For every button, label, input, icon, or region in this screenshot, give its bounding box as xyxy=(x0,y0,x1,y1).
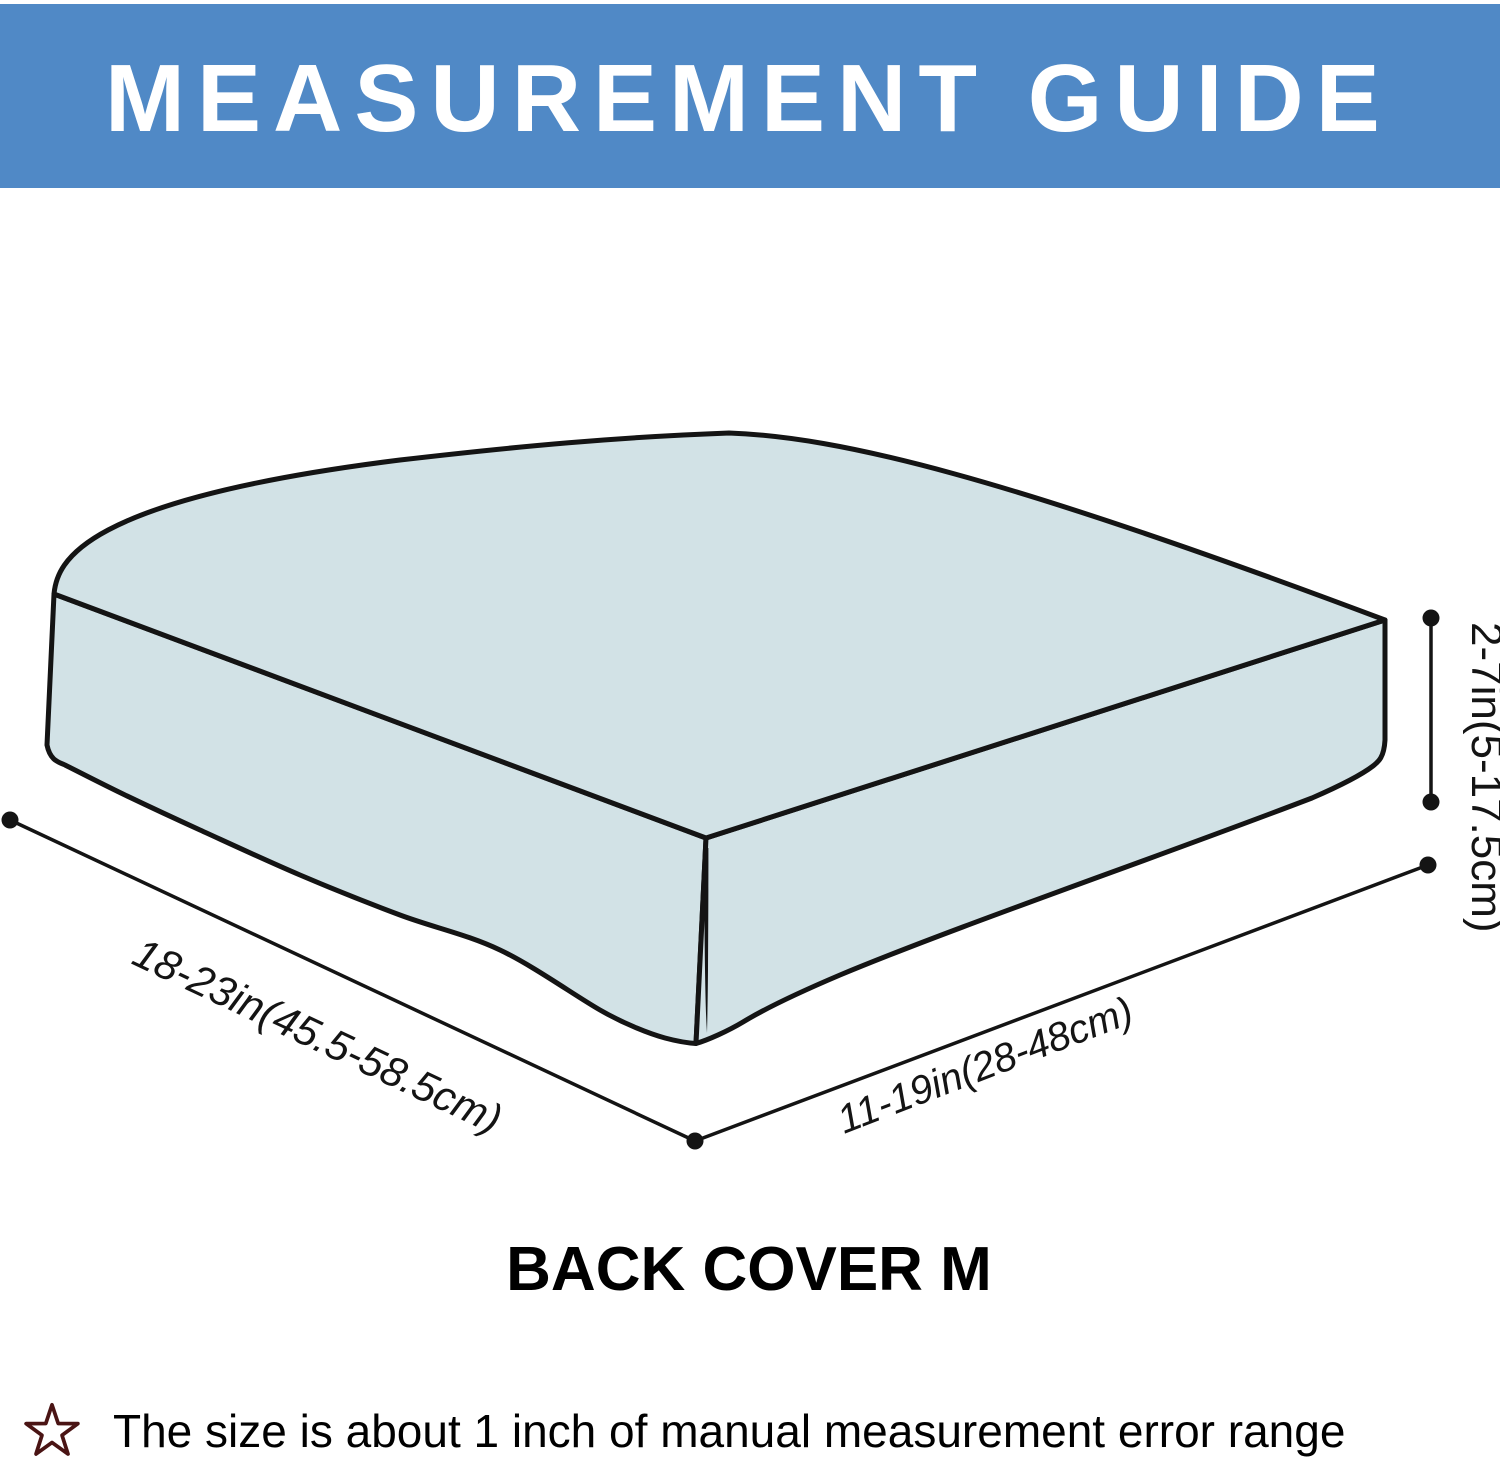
svg-text:18-23in(45.5-58.5cm): 18-23in(45.5-58.5cm) xyxy=(126,929,509,1143)
svg-text:BACK COVER M: BACK COVER M xyxy=(506,1235,992,1304)
svg-text:The size is about 1 inch of ma: The size is about 1 inch of manual measu… xyxy=(113,1405,1345,1457)
svg-text:11-19in(28-48cm): 11-19in(28-48cm) xyxy=(831,989,1139,1143)
svg-text:2-7in(5-17.5cm): 2-7in(5-17.5cm) xyxy=(1462,622,1500,933)
